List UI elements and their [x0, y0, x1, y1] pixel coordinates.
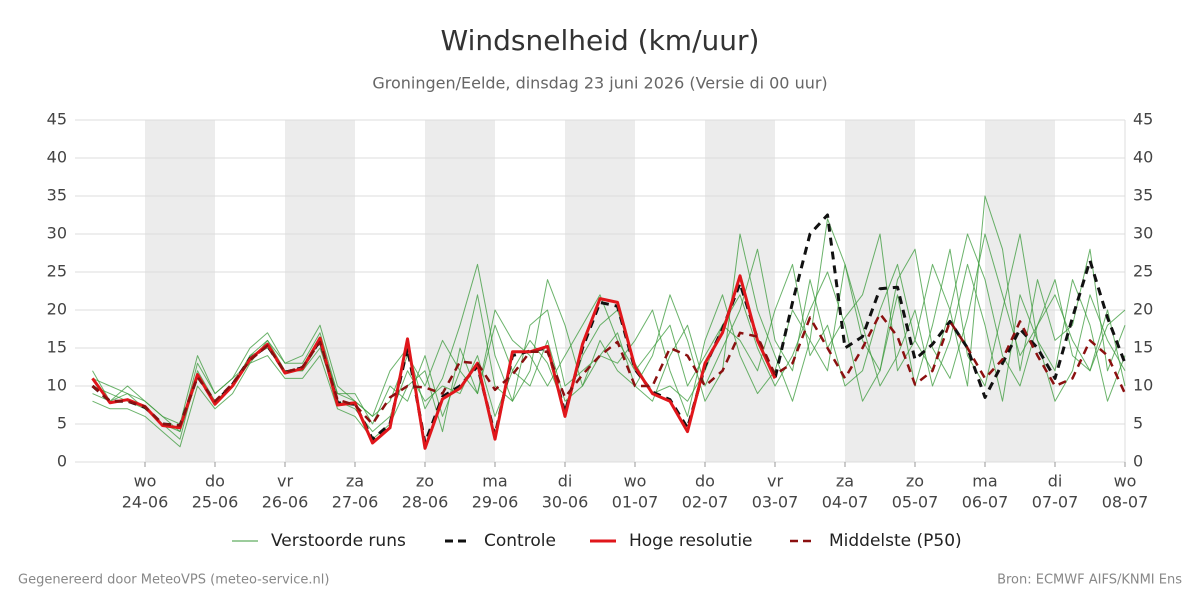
- y-tick-label: 10: [47, 376, 67, 395]
- day-band: [145, 120, 215, 462]
- chart-title: Windsnelheid (km/uur): [441, 24, 760, 57]
- x-tick-label: ma: [482, 472, 507, 491]
- y-tick-label: 25: [47, 262, 67, 281]
- x-tick-date: 07-07: [1032, 493, 1079, 512]
- x-tick-date: 02-07: [682, 493, 729, 512]
- x-tick-label: do: [695, 472, 715, 491]
- y2-tick-label: 30: [1133, 224, 1153, 243]
- x-tick-label: vr: [277, 472, 293, 491]
- x-tick-date: 06-07: [962, 493, 1009, 512]
- day-band: [845, 120, 915, 462]
- y-tick-label: 15: [47, 338, 67, 357]
- day-bands: [145, 120, 1055, 462]
- y-tick-label: 40: [47, 148, 67, 167]
- day-band: [705, 120, 775, 462]
- x-tick-date: 04-07: [822, 493, 869, 512]
- x-tick-date: 28-06: [402, 493, 449, 512]
- x-tick-date: 30-06: [542, 493, 589, 512]
- x-tick-date: 26-06: [262, 493, 309, 512]
- x-tick-label: wo: [624, 472, 647, 491]
- day-band: [285, 120, 355, 462]
- y2-tick-label: 5: [1133, 414, 1143, 433]
- ensemble-line: [92, 195, 1126, 433]
- y2-tick-label: 40: [1133, 148, 1153, 167]
- x-tick-date: 01-07: [612, 493, 659, 512]
- y2-tick-label: 0: [1133, 452, 1143, 471]
- x-tick-label: zo: [906, 472, 924, 491]
- y-tick-label: 20: [47, 300, 67, 319]
- y2-tick-label: 35: [1133, 186, 1153, 205]
- axis-labels: 0 5 10 15 20 25 30 35 40 45 0 5 10 15 20 25 30 35 40 45 wo 24…: [47, 110, 1154, 512]
- y2-tick-label: 15: [1133, 338, 1153, 357]
- x-tick-label: di: [1048, 472, 1063, 491]
- x-tick-label: vr: [767, 472, 783, 491]
- y-tick-label: 45: [47, 110, 67, 129]
- legend: Verstoorde runs Controle Hoge resolutie Mid…: [232, 531, 962, 551]
- x-tick-label: ma: [972, 472, 997, 491]
- y2-tick-label: 10: [1133, 376, 1153, 395]
- x-tick-label: di: [558, 472, 573, 491]
- plot-lines: [91, 195, 1127, 450]
- legend-label: Middelste (P50): [829, 531, 962, 551]
- x-tick-date: 05-07: [892, 493, 939, 512]
- x-tick-date: 08-07: [1102, 493, 1149, 512]
- footer-right: Bron: ECMWF AIFS/KNMI Ens: [997, 573, 1182, 588]
- y-tick-label: 30: [47, 224, 67, 243]
- y-tick-label: 35: [47, 186, 67, 205]
- x-tick-label: zo: [416, 472, 434, 491]
- legend-label: Hoge resolutie: [629, 531, 753, 551]
- grid: [75, 119, 1126, 467]
- x-tick-label: za: [346, 472, 364, 491]
- y-tick-label: 0: [57, 452, 67, 471]
- x-tick-label: za: [836, 472, 854, 491]
- x-tick-date: 25-06: [192, 493, 239, 512]
- day-band: [985, 120, 1055, 462]
- ensemble-line: [92, 233, 1126, 425]
- legend-label: Controle: [484, 531, 556, 551]
- x-tick-label: do: [205, 472, 225, 491]
- x-tick-label: wo: [1114, 472, 1137, 491]
- x-tick-date: 29-06: [472, 493, 519, 512]
- y2-tick-label: 45: [1133, 110, 1153, 129]
- x-tick-date: 24-06: [122, 493, 169, 512]
- y-tick-label: 5: [57, 414, 67, 433]
- x-tick-date: 03-07: [752, 493, 799, 512]
- legend-label: Verstoorde runs: [271, 531, 406, 551]
- chart-subtitle: Groningen/Eelde, dinsdag 23 juni 2026 (V…: [372, 74, 827, 93]
- x-tick-date: 27-06: [332, 493, 379, 512]
- day-band: [425, 120, 495, 462]
- day-band: [565, 120, 635, 462]
- y2-tick-label: 25: [1133, 262, 1153, 281]
- footer-left: Gegenereerd door MeteoVPS (meteo-service…: [18, 573, 329, 588]
- y2-tick-label: 20: [1133, 300, 1153, 319]
- x-tick-label: wo: [134, 472, 157, 491]
- series-line: [91, 312, 1127, 427]
